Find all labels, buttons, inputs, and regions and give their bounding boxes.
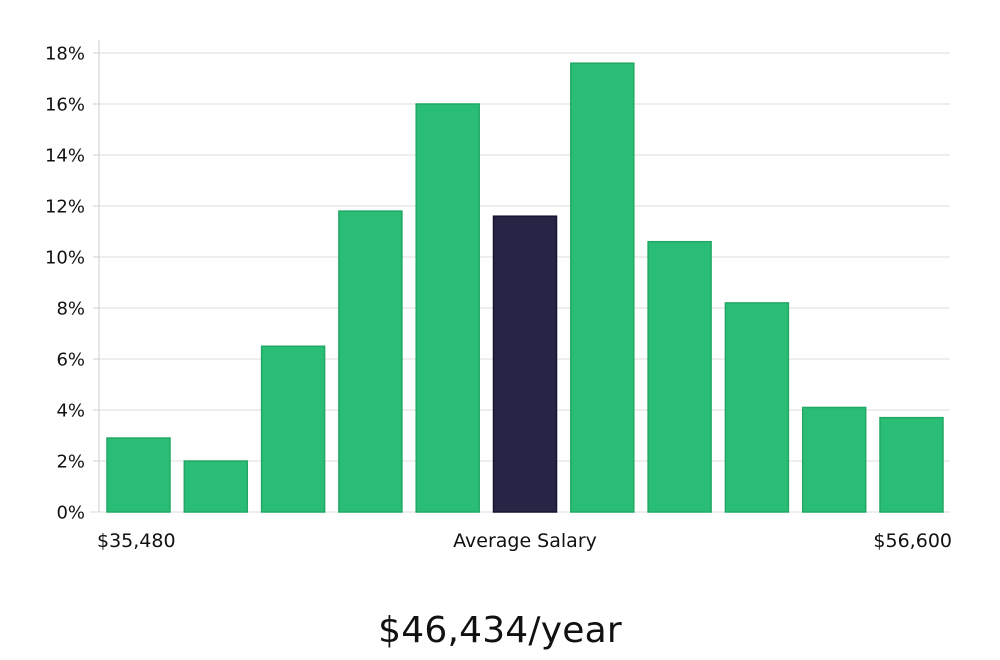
y-tick-label: 14% xyxy=(45,146,85,167)
y-tick-label: 12% xyxy=(45,197,85,218)
bar xyxy=(260,345,326,513)
y-tick-label: 10% xyxy=(45,248,85,269)
bar xyxy=(183,460,249,513)
salary-distribution-chart: 0% 2% 4% 6% 8% 10% 12% 14% 16% 18% $35,480 Averag… xyxy=(45,40,952,552)
bar xyxy=(801,406,867,513)
x-max-label: $56,600 xyxy=(873,530,952,552)
bar xyxy=(415,103,480,513)
y-tick-label: 0% xyxy=(56,503,85,524)
y-tick-label: 2% xyxy=(56,452,85,473)
bar xyxy=(570,62,635,513)
bar-highlight-average xyxy=(492,215,558,513)
bar xyxy=(724,302,790,513)
bar xyxy=(879,416,944,513)
x-axis-labels: $35,480 Average Salary $56,600 xyxy=(97,530,952,552)
bar xyxy=(338,210,403,513)
bars xyxy=(106,62,944,513)
y-tick-label: 18% xyxy=(45,44,85,65)
y-tick-label: 6% xyxy=(56,350,85,371)
y-tick-label: 8% xyxy=(56,299,85,320)
bar xyxy=(647,240,712,513)
y-tick-label: 16% xyxy=(45,95,85,116)
y-tick-label: 4% xyxy=(56,401,85,422)
average-salary-value: $46,434/year xyxy=(378,610,622,651)
bar xyxy=(106,437,171,513)
x-min-label: $35,480 xyxy=(97,530,176,552)
x-axis-title: Average Salary xyxy=(453,530,597,552)
y-tick-labels: 0% 2% 4% 6% 8% 10% 12% 14% 16% 18% xyxy=(45,44,85,524)
